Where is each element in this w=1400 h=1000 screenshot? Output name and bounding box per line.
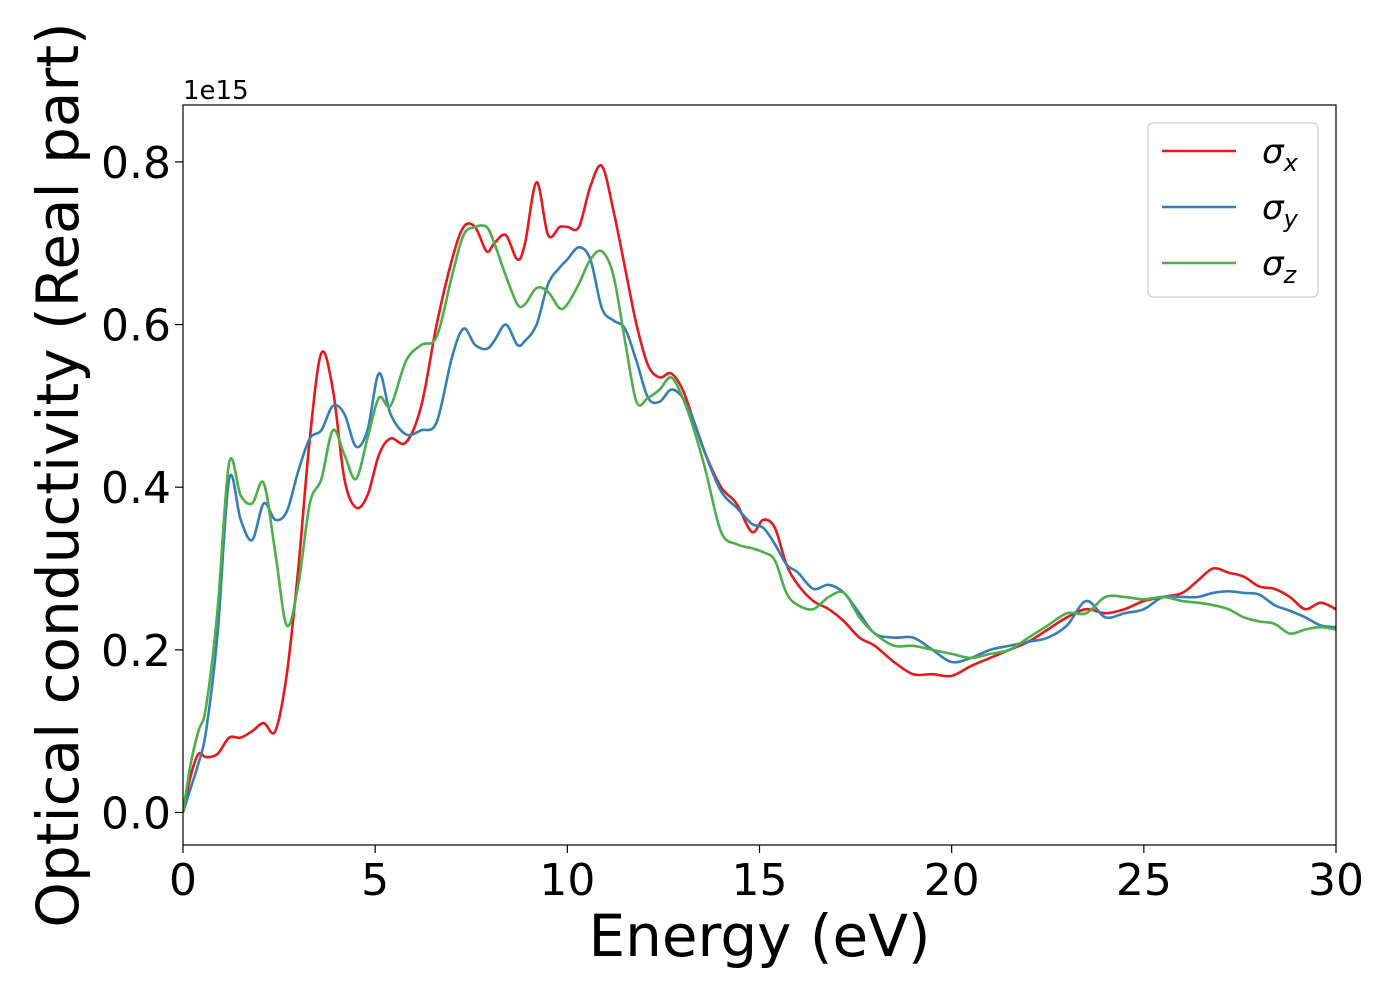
x-tick-label: 20 xyxy=(924,855,980,906)
x-tick-label: 15 xyxy=(732,855,788,906)
legend-label-y: σy xyxy=(1262,188,1299,233)
y-axis-label: Optical conductivity (Real part) xyxy=(24,22,92,927)
legend-label-z: σz xyxy=(1262,244,1298,289)
ticks-layer: 0 5 10 15 20 25 30 0.0 0.2 0.4 0.6 0.8 xyxy=(101,138,1364,906)
legend-label-x: σx xyxy=(1262,132,1299,177)
x-axis-label: Energy (eV) xyxy=(588,902,930,970)
x-tick-label: 10 xyxy=(539,855,595,906)
x-tick-label: 25 xyxy=(1116,855,1172,906)
legend: σx σy σz xyxy=(1147,122,1319,298)
y-tick-label: 0.8 xyxy=(101,138,171,189)
x-tick-label: 30 xyxy=(1308,855,1364,906)
y-axis-offset-label: 1e15 xyxy=(183,76,249,106)
series-line-y xyxy=(183,246,1336,813)
x-tick-label: 5 xyxy=(361,855,389,906)
y-tick-label: 0.0 xyxy=(101,788,171,839)
x-tick-label: 0 xyxy=(169,855,197,906)
series-line-x xyxy=(183,163,1336,813)
series-line-z xyxy=(183,224,1336,813)
y-tick-label: 0.4 xyxy=(101,463,171,514)
y-tick-label: 0.6 xyxy=(101,301,171,352)
legend-box xyxy=(1147,122,1319,298)
series-layer xyxy=(183,163,1336,813)
y-tick-label: 0.2 xyxy=(101,626,171,677)
